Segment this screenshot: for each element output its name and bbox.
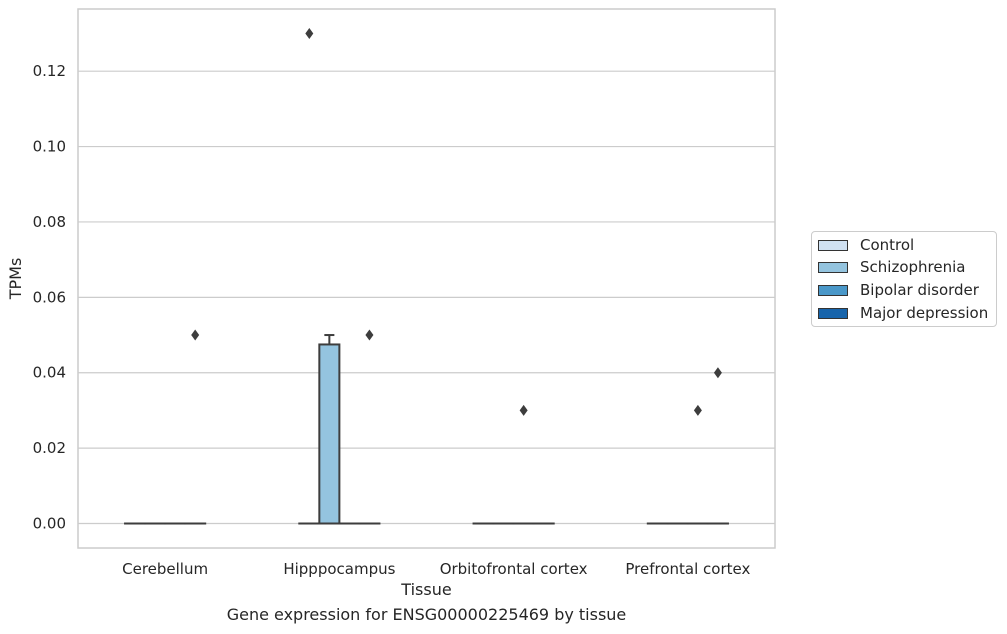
legend-item-major-depression: Major depression	[818, 303, 988, 323]
legend-item-bipolar-disorder: Bipolar disorder	[818, 280, 979, 300]
legend-label-schizophrenia: Schizophrenia	[860, 258, 966, 276]
chart-caption: Gene expression for ENSG00000225469 by t…	[226, 605, 627, 624]
x-tick-label: Prefrontal cortex	[625, 560, 750, 578]
plot-frame	[77, 8, 776, 549]
legend-label-control: Control	[860, 236, 915, 254]
y-tick-label: 0.10	[33, 138, 66, 156]
box-schizophrenia	[318, 343, 341, 525]
x-axis-title: Tissue	[400, 580, 451, 599]
outlier-point	[693, 404, 702, 416]
outlier-point	[519, 404, 528, 416]
outlier-point	[713, 367, 722, 379]
legend-item-control: Control	[818, 235, 914, 255]
outlier-point	[305, 28, 314, 39]
y-tick-label: 0.06	[33, 288, 66, 306]
y-axis-title: TPMs	[6, 258, 25, 301]
outlier-point	[191, 329, 200, 341]
legend-item-schizophrenia: Schizophrenia	[818, 257, 965, 277]
outlier-point	[365, 329, 374, 341]
y-tick-label: 0.12	[33, 62, 66, 80]
x-tick-label: Cerebellum	[122, 560, 208, 578]
legend-label-bipolar-disorder: Bipolar disorder	[860, 281, 979, 299]
x-tick-label: Hipppocampus	[283, 560, 395, 578]
legend-label-major-depression: Major depression	[860, 304, 989, 322]
legend-swatch-major-depression	[818, 307, 848, 319]
legend-swatch-schizophrenia	[818, 261, 848, 273]
y-tick-label: 0.02	[33, 439, 66, 457]
legend: Control Schizophrenia Bipolar disorder M…	[811, 231, 997, 327]
x-tick-label: Orbitofrontal cortex	[440, 560, 588, 578]
legend-swatch-control	[818, 239, 848, 251]
y-tick-label: 0.04	[33, 364, 66, 382]
y-tick-label: 0.08	[33, 213, 66, 231]
legend-swatch-bipolar-disorder	[818, 284, 848, 296]
y-tick-label: 0.00	[33, 515, 66, 533]
